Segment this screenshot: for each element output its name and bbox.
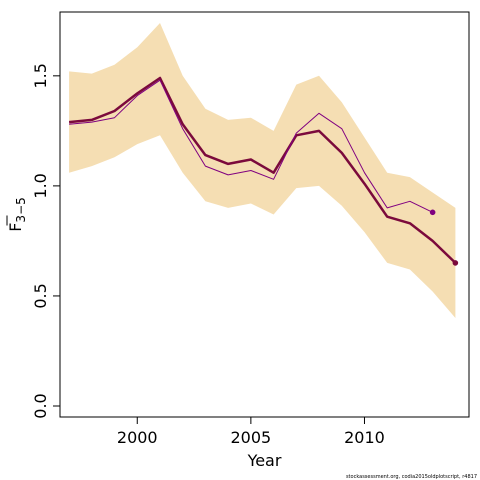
estimate-line (68, 76, 457, 264)
previous-assessment-line (69, 79, 433, 213)
y-axis-label-main: F (6, 223, 25, 232)
x-axis-label: Year (247, 451, 282, 470)
y-axis: 0.0 0.5 1.0 1.5 (31, 63, 61, 419)
x-tick-label: 2005 (231, 428, 272, 447)
y-tick-label: 1.0 (31, 173, 50, 198)
x-tick-label: 2010 (344, 428, 385, 447)
credit-text: stockassessment.org, codia2015oldplotscr… (346, 474, 477, 480)
previous-assessment-end-point (429, 209, 436, 216)
y-tick-label: 0.5 (31, 283, 50, 308)
x-axis: 2000 2005 2010 (117, 416, 385, 447)
y-tick-label: 0.0 (31, 393, 50, 418)
y-tick-label: 1.5 (31, 63, 50, 88)
x-tick-label: 2000 (117, 428, 158, 447)
y-axis-label-subscript: 3−5 (14, 197, 28, 222)
y-axis-label: F3−5 (6, 197, 28, 232)
end-points (429, 209, 459, 266)
estimate-end-point (452, 260, 459, 266)
confidence-band (69, 23, 456, 318)
svg-text:F3−5: F3−5 (6, 197, 28, 232)
